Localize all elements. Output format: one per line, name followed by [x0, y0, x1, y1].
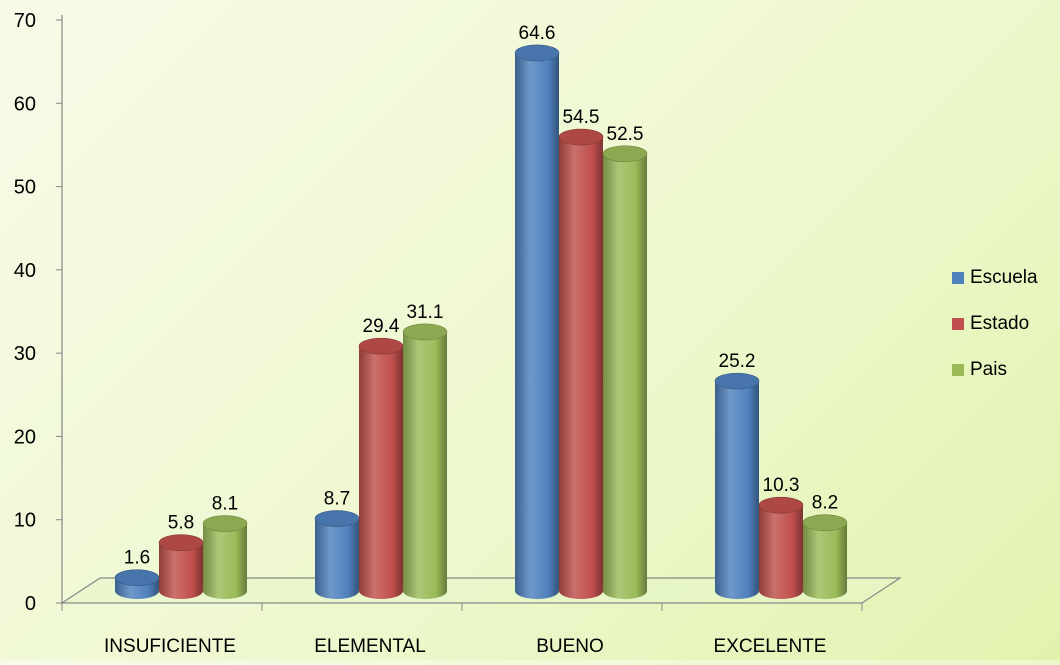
data-label: 29.4	[363, 316, 400, 337]
bar-top	[558, 128, 604, 146]
bar-body	[759, 505, 803, 599]
data-label: 5.8	[168, 513, 194, 534]
bar-top	[402, 323, 448, 341]
bar-body	[159, 542, 203, 599]
data-label: 8.2	[812, 493, 838, 514]
y-tick-label: 60	[14, 93, 36, 115]
data-label: 1.6	[124, 548, 150, 569]
bar-pais-insuficiente	[202, 515, 248, 599]
bar-estado-insuficiente	[158, 534, 204, 599]
legend-item-escuela: Escuela	[952, 266, 1038, 290]
bar-body	[515, 52, 559, 599]
bar-escuela-excelente	[714, 372, 760, 599]
bar-escuela-elemental	[314, 510, 360, 599]
legend-swatch-estado	[952, 318, 964, 330]
legend: Escuela Estado Pais	[952, 266, 1038, 404]
data-label: 31.1	[407, 302, 444, 323]
bar-pais-bueno	[602, 145, 648, 599]
data-label: 54.5	[563, 107, 600, 128]
bars	[114, 44, 848, 600]
data-label: 8.7	[324, 489, 350, 510]
x-tick-label: BUENO	[536, 636, 604, 657]
bar-top	[114, 569, 160, 586]
legend-label-escuela: Escuela	[970, 267, 1038, 288]
y-tick-label: 50	[14, 177, 36, 199]
chart-floor	[59, 577, 903, 604]
bar-top	[314, 510, 360, 527]
bar-top	[802, 514, 848, 532]
bar-body	[803, 522, 847, 599]
bar-body	[315, 518, 359, 599]
y-tick-label: 70	[14, 10, 36, 32]
bar-body	[715, 381, 759, 599]
data-label: 64.6	[519, 23, 556, 44]
legend-label-estado: Estado	[970, 313, 1030, 334]
bar-estado-excelente	[758, 496, 804, 599]
bar-estado-bueno	[558, 128, 604, 600]
y-tick-label: 30	[14, 343, 36, 365]
bar-top	[358, 337, 404, 355]
bar-top	[202, 515, 248, 532]
legend-item-pais: Pais	[952, 358, 1038, 382]
bar-top	[758, 496, 804, 514]
bar-body	[559, 137, 603, 600]
y-tick-label: 40	[14, 260, 36, 282]
y-tick-label: 10	[14, 510, 36, 532]
legend-item-estado: Estado	[952, 312, 1038, 336]
data-label: 10.3	[763, 475, 800, 496]
bar-body	[603, 153, 647, 599]
y-tick-label: 20	[14, 426, 36, 448]
bar-top	[158, 534, 204, 551]
y-tick-label: 0	[25, 593, 36, 615]
bar-top	[602, 145, 648, 163]
bar-body	[203, 523, 247, 599]
data-label: 8.1	[212, 494, 238, 515]
x-tick-label: INSUFICIENTE	[104, 636, 236, 657]
legend-label-pais: Pais	[970, 359, 1007, 380]
bar-top	[714, 372, 760, 390]
data-label: 52.5	[607, 124, 644, 145]
legend-swatch-pais	[952, 364, 964, 376]
legend-swatch-escuela	[952, 272, 964, 284]
x-tick-label: ELEMENTAL	[314, 636, 426, 657]
bar-body	[359, 346, 403, 599]
axes: 0 10 20 30 40 50 60 70 INSUFICIENTE ELEMENTAL BUEN…	[14, 10, 903, 657]
bar-pais-excelente	[802, 514, 848, 599]
data-labels: 1.6 5.8 8.1 8.7 29.4 31.1 64.6 54.5 52.5 25.2 10.3…	[124, 23, 838, 569]
bar-estado-elemental	[358, 337, 404, 599]
data-label: 25.2	[719, 351, 756, 372]
bar-escuela-insuficiente	[114, 569, 160, 599]
bar-top	[514, 44, 560, 62]
x-tick-label: EXCELENTE	[714, 636, 827, 657]
bar-body	[403, 331, 447, 599]
bar-pais-elemental	[402, 323, 448, 599]
bar-escuela-bueno	[514, 44, 560, 599]
